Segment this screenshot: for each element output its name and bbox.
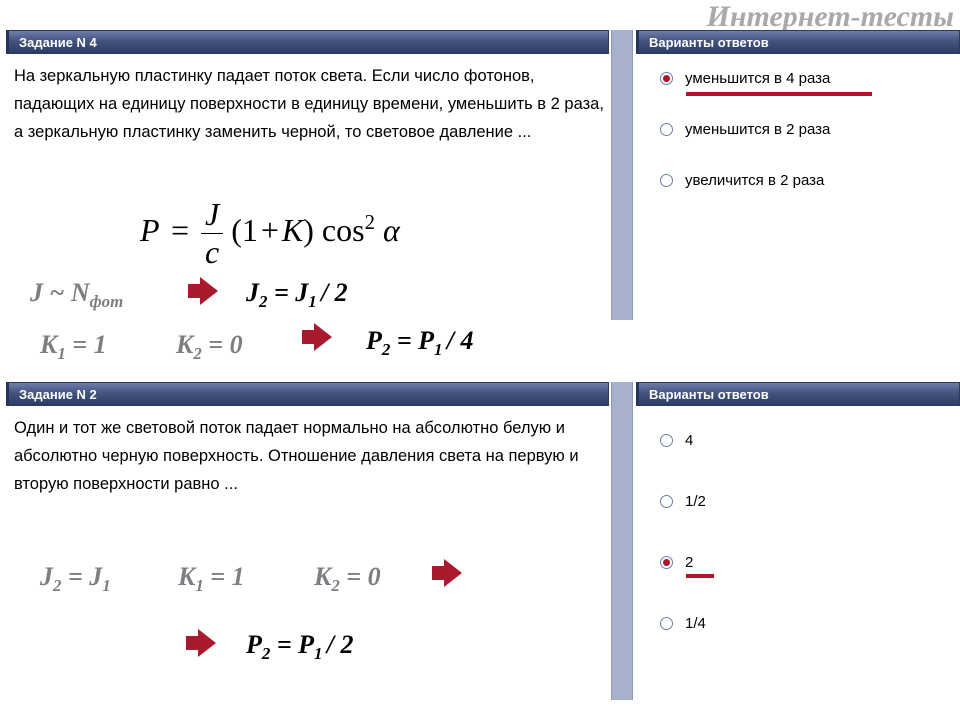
task2-answers: 4 1/2 2 1/4 <box>660 432 950 666</box>
task2-header-left: Задание N 2 <box>6 382 609 406</box>
radio-icon <box>660 617 673 630</box>
option[interactable]: 1/2 <box>660 493 950 510</box>
task1-question: На зеркальную пластинку падает поток све… <box>14 62 604 146</box>
task2-k2: K2 = 0 <box>314 562 381 596</box>
task2-result: P2 = P1 / 2 <box>246 630 353 664</box>
arrow-icon <box>186 628 220 658</box>
divider-1 <box>611 30 633 320</box>
task1-formula-main: P = Jc (1+K) cos2 α <box>140 196 400 271</box>
arrow-icon <box>188 276 222 306</box>
divider-2 <box>611 382 633 700</box>
option[interactable]: уменьшится в 4 раза <box>660 70 950 87</box>
task2-question: Один и тот же световой поток падает норм… <box>14 414 604 498</box>
task1-line1-left: J ~ Nфот <box>30 278 123 312</box>
task1-header-right: Варианты ответов <box>636 30 960 54</box>
option-label: увеличится в 2 раза <box>685 172 824 189</box>
arrow-icon <box>432 558 466 588</box>
option-label: уменьшится в 4 раза <box>685 70 830 87</box>
underline <box>686 574 714 578</box>
radio-icon <box>660 495 673 508</box>
radio-icon <box>660 434 673 447</box>
option-label: 1/4 <box>685 615 706 632</box>
page-title: Интернет-тесты <box>707 0 954 34</box>
task2-header-right: Варианты ответов <box>636 382 960 406</box>
option[interactable]: увеличится в 2 раза <box>660 172 950 189</box>
option[interactable]: 2 <box>660 554 950 571</box>
task1-answers: уменьшится в 4 раза уменьшится в 2 раза … <box>660 70 950 223</box>
task1-k1: K1 = 1 <box>40 330 107 364</box>
task1-k2: K2 = 0 <box>176 330 243 364</box>
task2-k1: K1 = 1 <box>178 562 245 596</box>
radio-selected-icon <box>660 556 673 569</box>
option[interactable]: 4 <box>660 432 950 449</box>
radio-icon <box>660 174 673 187</box>
option-label: 2 <box>685 554 693 571</box>
arrow-icon <box>302 322 336 352</box>
task2-j: J2 = J1 <box>40 562 111 596</box>
option[interactable]: уменьшится в 2 раза <box>660 121 950 138</box>
task1-result: P2 = P1 / 4 <box>366 326 473 360</box>
option-label: 4 <box>685 432 693 449</box>
radio-icon <box>660 123 673 136</box>
radio-selected-icon <box>660 72 673 85</box>
task1-header-left: Задание N 4 <box>6 30 609 54</box>
option[interactable]: 1/4 <box>660 615 950 632</box>
option-label: уменьшится в 2 раза <box>685 121 830 138</box>
option-label: 1/2 <box>685 493 706 510</box>
task1-line1-right: J2 = J1 / 2 <box>246 278 348 312</box>
underline <box>686 92 872 96</box>
